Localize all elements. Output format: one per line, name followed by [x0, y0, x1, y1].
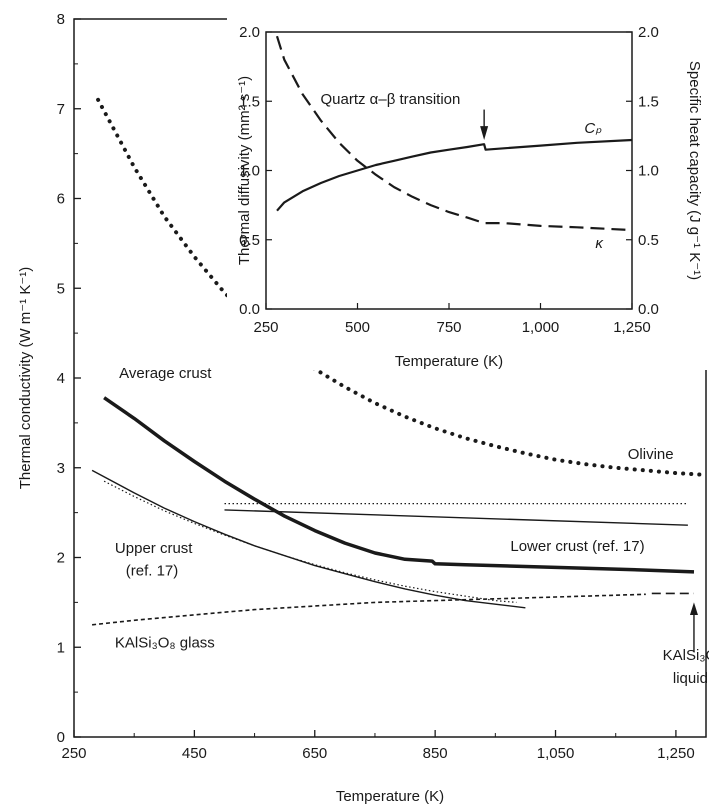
annotation-label: Average crust: [119, 365, 212, 382]
inset-series-line-0: [275, 35, 633, 232]
x-tick-label: 1,050: [537, 745, 575, 762]
y-tick-label: 6: [57, 191, 65, 208]
inset-y2-tick-label: 0.5: [638, 232, 659, 249]
inset-y-tick-label: 1.5: [239, 93, 260, 110]
y-tick-label: 1: [57, 639, 65, 656]
inset-x-tick-label: 1,000: [522, 319, 560, 336]
inset-x-axis-title: Temperature (K): [395, 353, 503, 370]
y-tick-label: 5: [57, 280, 65, 297]
inset-x-tick-label: 250: [253, 319, 278, 336]
annotation-label: KAlSi₃O₈: [663, 647, 709, 664]
inset-y-tick-label: 0.0: [239, 301, 260, 318]
inset-x-tick-label: 1,250: [613, 319, 651, 336]
inset-y2-tick-label: 0.0: [638, 301, 659, 318]
annotation-label: KAlSi₃O₈ glass: [115, 634, 215, 651]
x-tick-label: 850: [423, 745, 448, 762]
series-line-0: [96, 97, 708, 477]
x-tick-label: 1,250: [657, 745, 695, 762]
inset-y-tick-label: 0.5: [239, 232, 260, 249]
inset-y-axis-title: Thermal diffusivity (mm² s⁻¹): [236, 76, 253, 265]
x-tick-label: 250: [61, 745, 86, 762]
y-tick-label: 8: [57, 11, 65, 28]
x-axis-title: Temperature (K): [336, 788, 444, 805]
inset-x-tick-label: 500: [345, 319, 370, 336]
annotation-label: Olivine: [628, 446, 674, 463]
y-tick-label: 7: [57, 101, 65, 118]
inset-background: [227, 10, 709, 370]
inset-annotation-label: Cₚ: [584, 120, 602, 137]
inset-y2-axis-title: Specific heat capacity (J g⁻¹ K⁻¹): [686, 61, 703, 280]
series-line-6: [92, 593, 646, 626]
inset-y-tick-label: 1.0: [239, 163, 260, 180]
x-tick-label: 450: [182, 745, 207, 762]
x-tick-label: 650: [302, 745, 327, 762]
y-tick-label: 2: [57, 550, 65, 567]
annotation-label: liquid: [673, 670, 708, 687]
inset-x-tick-label: 750: [436, 319, 461, 336]
annotation-label: Upper crust: [115, 540, 193, 557]
annotation-label: Lower crust (ref. 17): [510, 538, 644, 555]
inset-y2-tick-label: 1.5: [638, 93, 659, 110]
series-line-2: [91, 469, 526, 609]
main-plot: 0 1 2 3 4 5 6 7 8 250 450 650 850 1,050 1,250 Temperatu…: [17, 11, 709, 805]
y-tick-label: 4: [57, 370, 65, 387]
y-tick-label: 3: [57, 460, 65, 477]
series-line-4: [224, 509, 688, 526]
inset-annotation-label: κ: [595, 235, 604, 252]
inset-series-line-1: [276, 138, 633, 212]
liquid-arrow-head: [689, 602, 698, 615]
inset-y-tick-label: 2.0: [239, 24, 260, 41]
series-line-1: [103, 396, 695, 574]
y-tick-label: 0: [57, 729, 65, 746]
inset-y2-tick-label: 1.0: [638, 163, 659, 180]
inset-annotation-label: Quartz α–β transition: [321, 91, 461, 108]
y-axis-title: Thermal conductivity (W m⁻¹ K⁻¹): [17, 267, 34, 490]
inset-plot: 0.0 0.0 0.5 0.5 1.0 1.0 1.5 1.5 2.0 2.0 250 500 750 1…: [227, 10, 709, 370]
inset-y2-tick-label: 2.0: [638, 24, 659, 41]
transition-arrow-head: [480, 126, 489, 141]
annotation-label: (ref. 17): [126, 562, 179, 579]
